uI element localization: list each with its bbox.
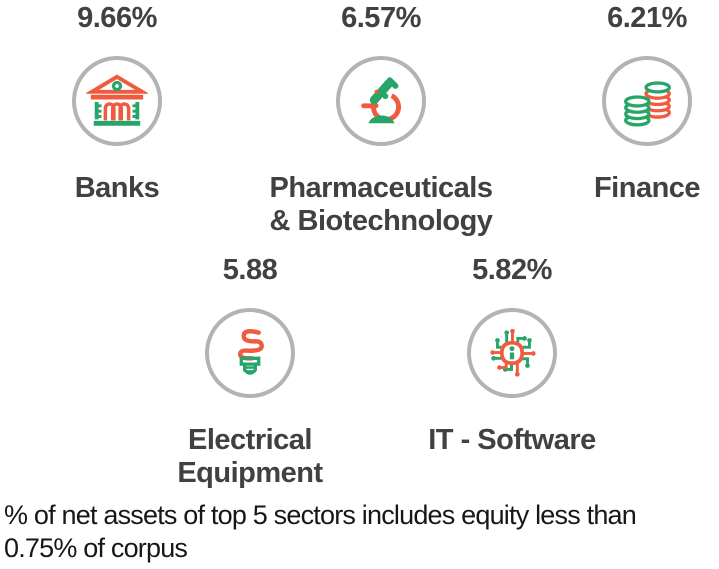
- sector-label-banks: Banks: [74, 172, 160, 204]
- circuit-chip-icon: [490, 328, 536, 377]
- coin-stacks-icon: [624, 81, 671, 127]
- sector-card-electrical: 5.88 Electrical Equipment: [160, 252, 340, 490]
- sector-card-pharma: 6.57% Pharmaceuticals & Biotechnology: [246, 0, 516, 238]
- microscope-icon: [361, 77, 401, 124]
- sector-icon-circle-electrical: [205, 308, 295, 398]
- sector-value-electrical: 5.88: [222, 254, 278, 286]
- sector-label-electrical: Electrical Equipment: [177, 424, 323, 489]
- sector-label-it: IT - Software: [428, 424, 596, 456]
- sector-icon-circle-pharma: [336, 56, 426, 146]
- sector-icon-circle-banks: [72, 56, 162, 146]
- sector-label-finance: Finance: [593, 172, 701, 204]
- sector-value-finance: 6.21%: [607, 2, 687, 34]
- sector-label-pharma: Pharmaceuticals & Biotechnology: [269, 172, 493, 237]
- sector-icon-circle-it: [467, 308, 557, 398]
- sector-value-banks: 9.66%: [77, 2, 157, 34]
- sector-card-it: 5.82% IT - Software: [394, 252, 630, 457]
- cfl-bulb-icon: [238, 329, 264, 375]
- sector-card-banks: 9.66% Banks: [27, 0, 207, 205]
- sector-value-it: 5.82%: [472, 254, 552, 286]
- sector-card-finance: 6.21% Finance: [575, 0, 719, 205]
- sector-icon-circle-finance: [602, 56, 692, 146]
- bank-building-icon: [86, 74, 148, 126]
- sector-value-pharma: 6.57%: [341, 2, 421, 34]
- footnote-text: % of net assets of top 5 sectors include…: [4, 500, 637, 563]
